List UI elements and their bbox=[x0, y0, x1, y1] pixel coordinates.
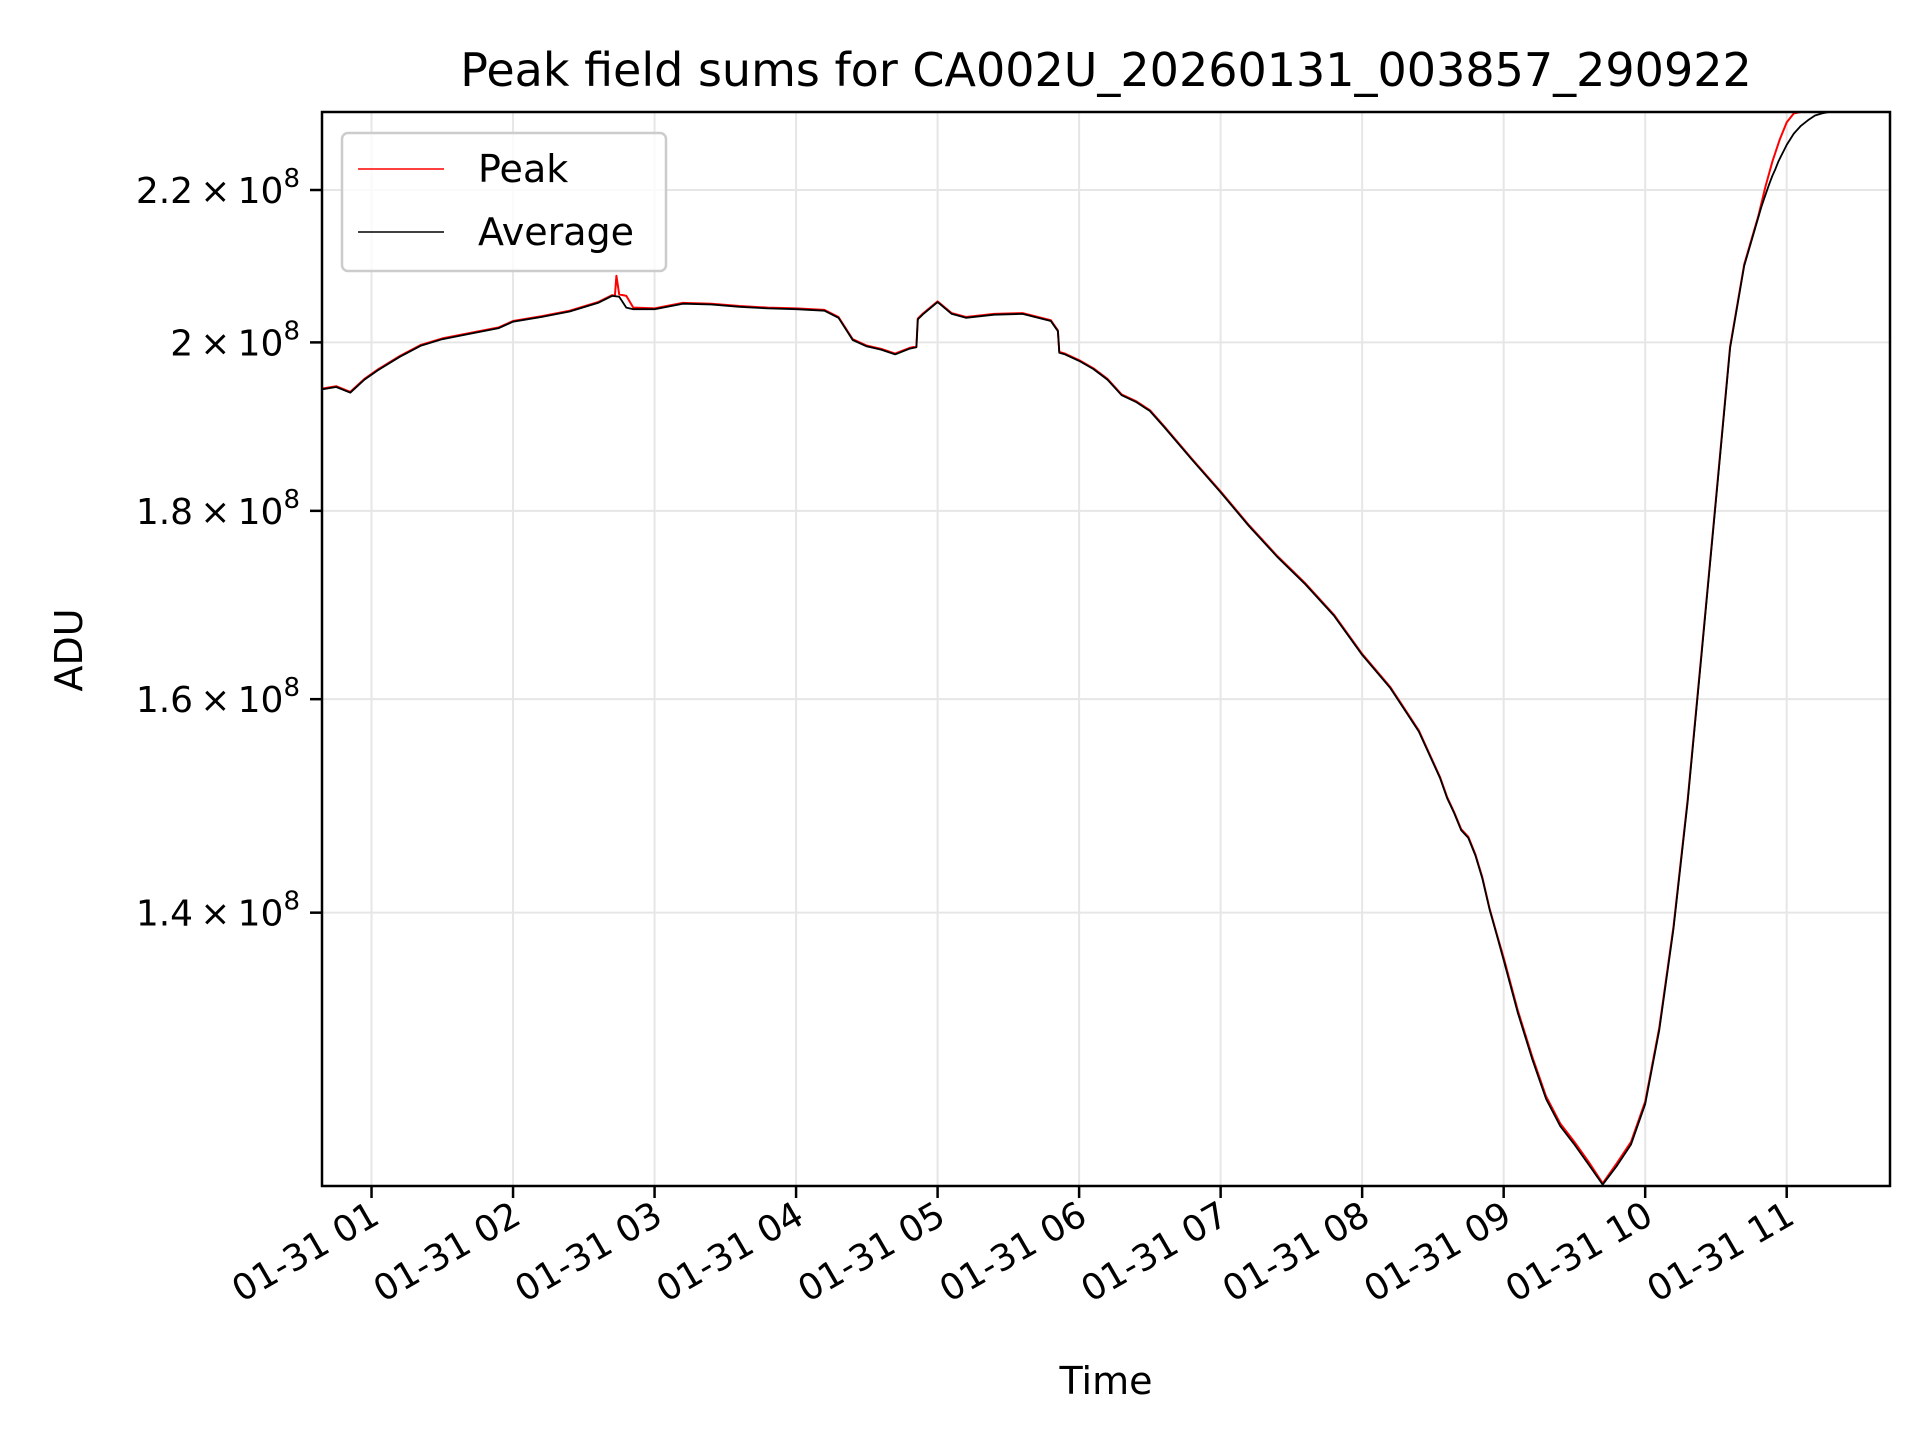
y-axis-label: ADU bbox=[47, 608, 91, 691]
y-tick-exponent: 8 bbox=[283, 485, 300, 515]
legend-frame bbox=[340, 131, 668, 273]
plot-frame bbox=[320, 110, 1892, 1188]
series-line-average bbox=[321, 111, 1890, 1186]
y-tick-base: 10 bbox=[238, 894, 284, 935]
y-tick-base: 10 bbox=[238, 680, 284, 721]
y-tick-exponent: 8 bbox=[283, 673, 300, 703]
y-tick-base: 10 bbox=[238, 323, 284, 364]
y-tick-mantissa: 1.4 bbox=[136, 894, 193, 935]
y-tick-exponent: 8 bbox=[283, 316, 300, 346]
y-tick-label: 2 × 108 bbox=[170, 316, 300, 364]
y-tick-label: 2.2 × 108 bbox=[136, 164, 300, 212]
y-tick-label: 1.4 × 108 bbox=[136, 887, 300, 935]
legend: Peak Average bbox=[340, 131, 668, 273]
y-tick-mantissa: 1.6 bbox=[136, 680, 193, 721]
y-tick-mantissa: 1.8 bbox=[136, 492, 193, 533]
y-tick-base: 10 bbox=[238, 492, 284, 533]
y-axis: 1.4 × 108 1.6 × 108 1.8 × 108 2 × 108 2.2 × … bbox=[136, 164, 322, 935]
y-tick-mantissa: 2 bbox=[170, 323, 193, 364]
y-tick-label: 1.8 × 108 bbox=[136, 485, 300, 533]
legend-average-label: Average bbox=[478, 210, 634, 254]
legend-peak-label: Peak bbox=[478, 147, 568, 191]
y-tick-mantissa: 2.2 bbox=[136, 171, 193, 212]
y-tick-base: 10 bbox=[238, 171, 284, 212]
y-tick-label: 1.6 × 108 bbox=[136, 673, 300, 721]
chart-title: Peak field sums for CA002U_20260131_0038… bbox=[460, 43, 1752, 97]
y-tick-exponent: 8 bbox=[283, 164, 300, 194]
series-layer bbox=[321, 111, 1890, 1186]
x-axis-label: Time bbox=[1059, 1359, 1153, 1403]
y-tick-exponent: 8 bbox=[283, 887, 300, 917]
